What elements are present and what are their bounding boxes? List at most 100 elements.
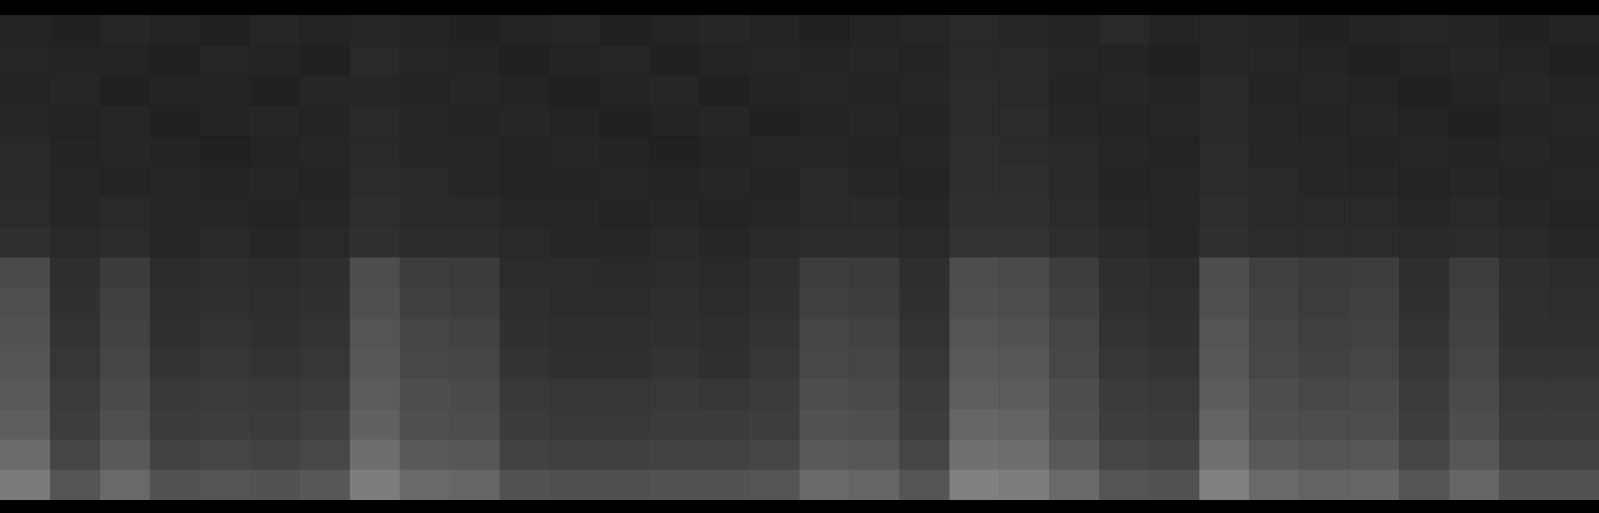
heatmap-cell [550, 258, 600, 289]
heatmap-cell [150, 258, 200, 289]
heatmap-cell [1299, 15, 1349, 46]
heatmap-cell [400, 439, 450, 470]
heatmap-cell [550, 167, 600, 198]
heatmap-cell [750, 167, 800, 198]
heatmap-cell [1399, 45, 1449, 76]
heatmap-cell [600, 227, 650, 258]
heatmap-cell [1549, 470, 1599, 500]
heatmap-cell [750, 227, 800, 258]
heatmap-cell [1399, 136, 1449, 167]
heatmap-cell [899, 76, 949, 107]
heatmap-cell [1049, 409, 1099, 440]
heatmap-cell [1299, 167, 1349, 198]
heatmap-cell [500, 136, 550, 167]
heatmap-cell [1449, 227, 1499, 258]
heatmap-cell [350, 258, 400, 289]
heatmap-cell [200, 15, 250, 46]
heatmap-cell [1199, 106, 1249, 137]
heatmap-cell [50, 409, 100, 440]
heatmap-cell [1099, 76, 1149, 107]
heatmap-cell [849, 45, 899, 76]
heatmap-cell [600, 76, 650, 107]
heatmap-cell [400, 76, 450, 107]
heatmap-cell [1499, 227, 1549, 258]
heatmap-cell [250, 227, 300, 258]
heatmap-cell [1199, 15, 1249, 46]
heatmap-cell [400, 167, 450, 198]
heatmap-cell [300, 15, 350, 46]
heatmap-cell [750, 348, 800, 379]
heatmap-cell [1049, 318, 1099, 349]
heatmap-cell [350, 288, 400, 319]
heatmap-cell [1449, 106, 1499, 137]
heatmap-cell [100, 258, 150, 289]
heatmap-cell [350, 470, 400, 500]
heatmap-cell [899, 470, 949, 500]
heatmap-cell [899, 167, 949, 198]
heatmap-cell [800, 348, 850, 379]
heatmap-cell [50, 318, 100, 349]
heatmap-cell [350, 45, 400, 76]
heatmap-cell [1199, 45, 1249, 76]
heatmap-cell [999, 348, 1049, 379]
heatmap-cell [250, 45, 300, 76]
heatmap-cell [450, 409, 500, 440]
heatmap-cell [650, 439, 700, 470]
heatmap-cell [999, 409, 1049, 440]
heatmap-cell [1249, 76, 1299, 107]
heatmap-cell [1149, 76, 1199, 107]
heatmap-cell [250, 409, 300, 440]
heatmap-cell [1249, 197, 1299, 228]
heatmap-cell [400, 136, 450, 167]
heatmap-cell [1149, 439, 1199, 470]
heatmap-cell [1549, 167, 1599, 198]
heatmap-cell [200, 45, 250, 76]
heatmap-cell [750, 76, 800, 107]
heatmap-cell [50, 379, 100, 410]
heatmap-cell [600, 258, 650, 289]
heatmap-cell [1199, 318, 1249, 349]
heatmap-cell [200, 197, 250, 228]
heatmap-cell [800, 197, 850, 228]
heatmap-cell [800, 106, 850, 137]
heatmap-cell [999, 318, 1049, 349]
heatmap-cell [600, 348, 650, 379]
heatmap-cell [1549, 106, 1599, 137]
heatmap-cell [1199, 197, 1249, 228]
heatmap-cell [150, 76, 200, 107]
heatmap-cell [300, 136, 350, 167]
heatmap-cell [100, 167, 150, 198]
heatmap-cell [1049, 439, 1099, 470]
heatmap-cell [999, 15, 1049, 46]
heatmap-cell [1399, 258, 1449, 289]
heatmap-cell [750, 288, 800, 319]
heatmap-cell [1149, 379, 1199, 410]
heatmap-cell [650, 258, 700, 289]
heatmap-cell [600, 15, 650, 46]
heatmap-cell [800, 167, 850, 198]
heatmap-cell [650, 136, 700, 167]
heatmap-cell [350, 379, 400, 410]
heatmap-cell [1449, 439, 1499, 470]
heatmap-cell [350, 167, 400, 198]
heatmap-cell [849, 197, 899, 228]
heatmap-cell [150, 288, 200, 319]
heatmap-cell [1249, 258, 1299, 289]
heatmap-cell [300, 45, 350, 76]
heatmap-cell [0, 409, 50, 440]
heatmap-cell [849, 348, 899, 379]
heatmap-cell [400, 288, 450, 319]
heatmap-cell [1049, 379, 1099, 410]
heatmap-cell [200, 379, 250, 410]
heatmap-cell [1099, 288, 1149, 319]
heatmap-cell [400, 227, 450, 258]
heatmap-cell [1199, 288, 1249, 319]
heatmap-cell [1049, 45, 1099, 76]
heatmap-cell [700, 136, 750, 167]
heatmap-cell [200, 409, 250, 440]
heatmap-cell [650, 76, 700, 107]
heatmap-cell [250, 379, 300, 410]
heatmap-cell [949, 258, 999, 289]
heatmap-cell [200, 439, 250, 470]
heatmap-cell [1199, 409, 1249, 440]
